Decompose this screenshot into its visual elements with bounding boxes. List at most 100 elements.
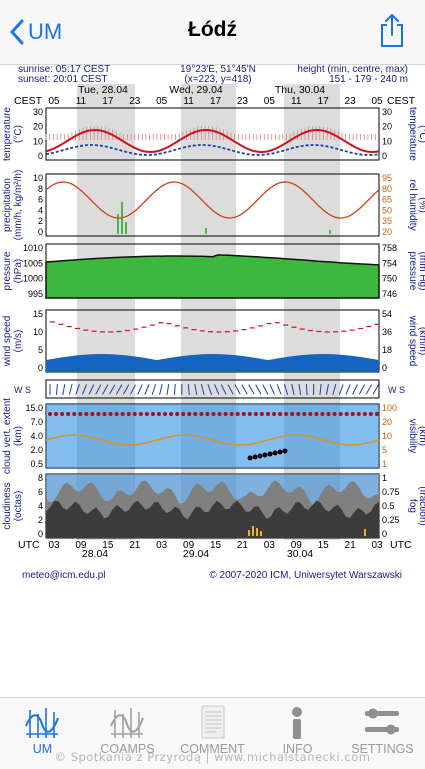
hour-label-bottom: 21 [129, 540, 141, 551]
fog-bar [260, 531, 262, 536]
tick-left: 1005 [23, 258, 43, 268]
wind-direction-arrow [373, 385, 378, 395]
night-band [284, 84, 340, 540]
hour-label-top: 11 [76, 96, 87, 107]
visibility-point [351, 412, 355, 416]
visibility-point [333, 412, 337, 416]
fog-point [263, 453, 268, 458]
temperature-label-left: temperature [2, 107, 13, 161]
visibility-point [199, 412, 203, 416]
visibility-point [218, 412, 222, 416]
tick-right: 0 [382, 151, 387, 161]
wind-unit-right: (km/h) [417, 327, 425, 355]
cloudiness-label-left: cloudiness [2, 482, 13, 529]
visibility-point [211, 412, 215, 416]
cloud-extent-chart [46, 404, 379, 468]
meteogram-icon [22, 704, 62, 740]
visibility-point [139, 412, 143, 416]
meteogram: sunrise: 05:17 CEST sunset: 20:01 CEST 1… [0, 64, 425, 584]
tick-left: 20 [33, 122, 43, 132]
hour-label-top: 05 [48, 96, 60, 107]
temperature-unit-left: (°C) [13, 125, 24, 143]
hour-label-bottom: 21 [345, 540, 357, 551]
wind-speed-area [46, 354, 379, 372]
tick-right: 754 [382, 258, 397, 268]
hour-label-top: 17 [102, 96, 114, 107]
tick-right: 0.75 [382, 487, 400, 497]
fog-point [258, 454, 263, 459]
wind-direction-arrow [256, 385, 261, 395]
tick-left: 30 [33, 107, 43, 117]
cloudiness-label-right: fog [407, 499, 418, 513]
share-icon [379, 12, 405, 48]
tick-left: 995 [28, 289, 43, 299]
tick-right: 18 [382, 345, 392, 355]
navigation-bar: UM Łódź [0, 0, 425, 65]
visibility-point [254, 412, 258, 416]
share-button[interactable] [379, 12, 405, 53]
hour-label-bottom: 03 [156, 540, 168, 551]
hour-label-top: 17 [210, 96, 222, 107]
precipitation-unit-left: (mm/h, kg/m²/h) [13, 170, 24, 241]
temperature-label-right: temperature [407, 107, 418, 161]
wind-direction-arrow [366, 385, 371, 395]
timezone-bottom-right: UTC [390, 539, 412, 551]
wind-direction-arrow [346, 384, 350, 394]
tick-left: 2 [38, 515, 43, 525]
hour-label-top: 11 [183, 96, 194, 107]
visibility-point [230, 412, 234, 416]
tick-right: 10 [382, 431, 392, 441]
tick-left: 8 [38, 473, 43, 483]
visibility-point [278, 412, 282, 416]
fog-bar [248, 530, 250, 536]
wind-direction-arrow [306, 384, 307, 395]
pressure-area [46, 255, 379, 298]
tick-left: 2.0 [30, 445, 43, 455]
tick-left: 0 [38, 363, 43, 373]
wind-label-left: wind speed [2, 316, 13, 368]
tick-right: 5 [382, 445, 387, 455]
visibility-point [357, 412, 361, 416]
visibility-point [339, 412, 343, 416]
visibility-point [163, 412, 167, 416]
tick-left: 0.5 [30, 459, 43, 469]
fog-point [253, 455, 258, 460]
copyright-text: © 2007-2020 ICM, Uniwersytet Warszawski [209, 570, 402, 581]
wind-direction-arrow [167, 384, 169, 395]
tick-right: 746 [382, 289, 397, 299]
visibility-point [296, 412, 300, 416]
night-band [181, 84, 236, 540]
visibility-point [78, 412, 82, 416]
tick-left: 0 [38, 227, 43, 237]
wind-direction-arrow [359, 385, 364, 395]
visibility-point [205, 412, 209, 416]
timezone-bottom: UTC [18, 539, 40, 551]
tick-right: 65 [382, 195, 392, 205]
watermark: © Spotkania z Przyrodą | www.michalstane… [0, 750, 425, 764]
wind-direction-arrow [69, 384, 72, 395]
visibility-point [345, 412, 349, 416]
hour-label-bottom: 15 [102, 540, 114, 551]
wind-direction-arrow [63, 384, 65, 395]
tick-left: 4 [38, 205, 43, 215]
visibility-point [109, 412, 113, 416]
tick-right: 30 [382, 107, 392, 117]
document-icon [192, 704, 232, 740]
visibility-point [181, 412, 185, 416]
fog-point [248, 456, 253, 461]
tick-left: 2 [38, 216, 43, 226]
hour-label-top: 05 [156, 96, 168, 107]
visibility-point [327, 412, 331, 416]
cloud-unit-right: (km) [417, 426, 425, 446]
tick-left: 7.0 [30, 417, 43, 427]
wind-direction-arrow [242, 385, 247, 395]
wind-direction-arrow [270, 384, 275, 394]
timezone-top-right: CEST [387, 95, 416, 107]
wind-unit-left: (m/s) [13, 330, 24, 353]
visibility-point [151, 412, 155, 416]
tick-left: 15.0 [25, 403, 43, 413]
hour-label-bottom: 15 [318, 540, 330, 551]
hour-label-bottom: 09 [183, 540, 195, 551]
contact-email[interactable]: meteo@icm.edu.pl [22, 570, 106, 581]
visibility-point [54, 412, 58, 416]
